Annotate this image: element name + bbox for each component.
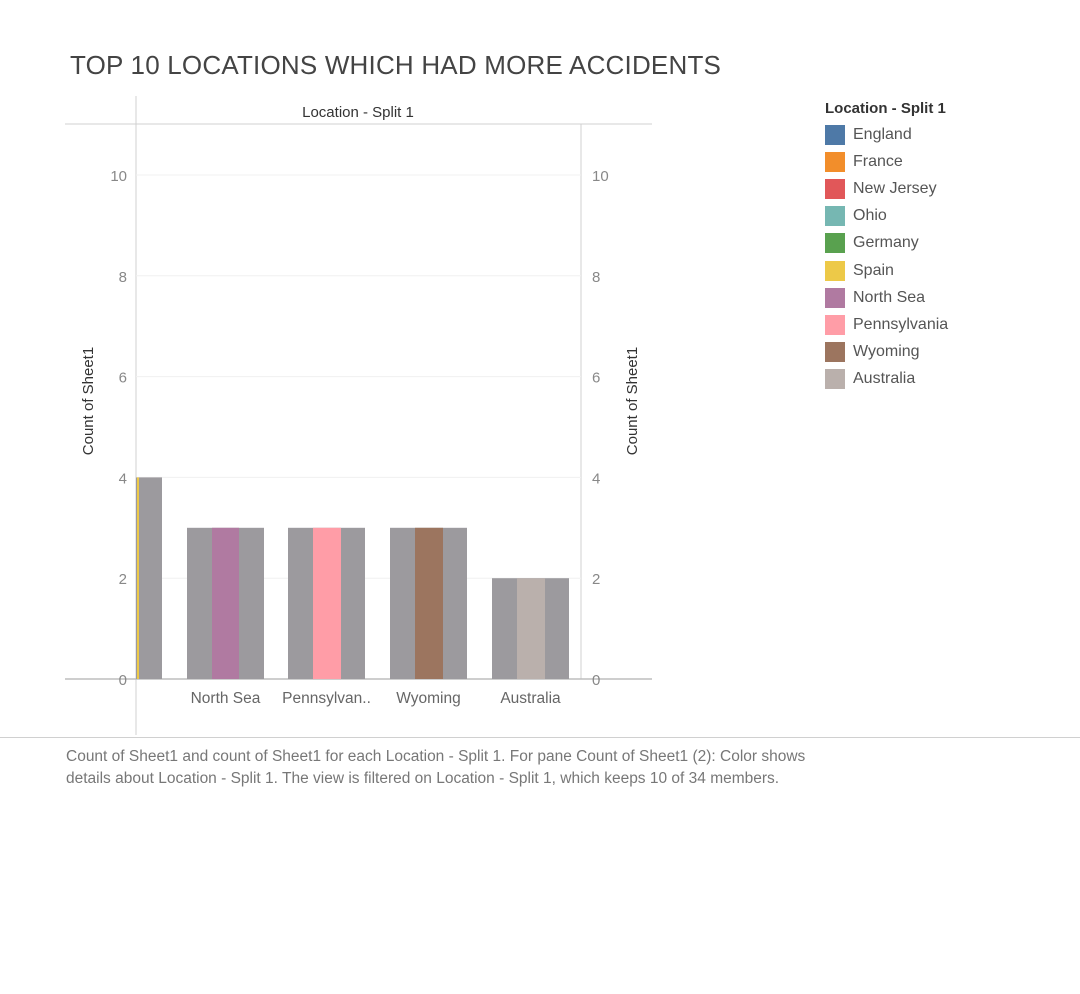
legend-label: Wyoming (853, 343, 920, 361)
legend-item[interactable]: Germany (825, 230, 948, 257)
y-tick-label: 4 (119, 470, 127, 487)
bar-count-colored (137, 477, 139, 679)
divider (0, 737, 1080, 738)
y2-tick-label: 6 (592, 370, 600, 387)
legend: Location - Split 1 England France New Jers… (825, 100, 948, 393)
legend-label: North Sea (853, 288, 926, 306)
legend-item[interactable]: England (825, 121, 948, 148)
y-axis-label: Count of Sheet1 (80, 347, 97, 455)
legend-item[interactable]: Pennsylvania (825, 311, 948, 338)
y2-axis-label: Count of Sheet1 (624, 347, 641, 455)
legend-label: Spain (853, 261, 894, 279)
y-tick-label: 10 (110, 168, 127, 185)
column-header: Location - Split 1 (302, 104, 414, 121)
legend-label: Germany (853, 234, 919, 252)
y2-tick-label: 4 (592, 470, 600, 487)
legend-item[interactable]: Wyoming (825, 339, 948, 366)
legend-label: New Jersey (853, 179, 937, 197)
legend-label: France (853, 152, 903, 170)
x-tick-label: Wyoming (396, 690, 460, 707)
legend-swatch (825, 314, 845, 335)
y2-tick-label: 0 (592, 672, 600, 689)
y-tick-label: 8 (119, 269, 127, 286)
legend-swatch (825, 342, 845, 363)
bar-count-colored (212, 527, 239, 679)
y-tick-label: 0 (119, 672, 127, 689)
legend-item[interactable]: France (825, 148, 948, 175)
bar-count-colored (313, 527, 341, 679)
legend-items: England France New Jersey Ohio Germany Spain N… (825, 121, 948, 393)
legend-swatch (825, 287, 845, 308)
legend-swatch (825, 369, 845, 390)
y-tick-label: 2 (119, 571, 127, 588)
legend-swatch (825, 260, 845, 281)
bar-chart: Location - Split 1 0 0 2 2 4 4 6 6 8 8 10 10 Count of… (65, 96, 652, 735)
y2-tick-label: 8 (592, 269, 600, 286)
x-tick-label: Pennsylvan.. (282, 690, 371, 707)
legend-swatch (825, 206, 845, 227)
y-tick-label: 6 (119, 370, 127, 387)
bar-count-colored (517, 578, 545, 679)
legend-item[interactable]: North Sea (825, 284, 948, 311)
chart-title: TOP 10 LOCATIONS WHICH HAD MORE ACCIDENT… (70, 50, 722, 80)
legend-swatch (825, 124, 845, 145)
legend-label: Pennsylvania (853, 315, 949, 333)
legend-item[interactable]: New Jersey (825, 175, 948, 202)
chart-caption: Count of Sheet1 and count of Sheet1 for … (66, 748, 806, 787)
legend-swatch (825, 233, 845, 254)
x-tick-label: Australia (500, 690, 561, 707)
legend-swatch (825, 178, 845, 199)
x-tick-label: North Sea (191, 690, 261, 707)
legend-label: Australia (853, 370, 916, 388)
legend-label: Ohio (853, 207, 887, 225)
y2-tick-label: 2 (592, 571, 600, 588)
bar-count (136, 477, 162, 679)
legend-item[interactable]: Spain (825, 257, 948, 284)
legend-item[interactable]: Ohio (825, 203, 948, 230)
legend-item[interactable]: Australia (825, 366, 948, 393)
y2-tick-label: 10 (592, 168, 609, 185)
legend-label: England (853, 125, 912, 143)
legend-swatch (825, 151, 845, 172)
legend-title: Location - Split 1 (825, 100, 946, 117)
bar-count-colored (415, 527, 443, 679)
